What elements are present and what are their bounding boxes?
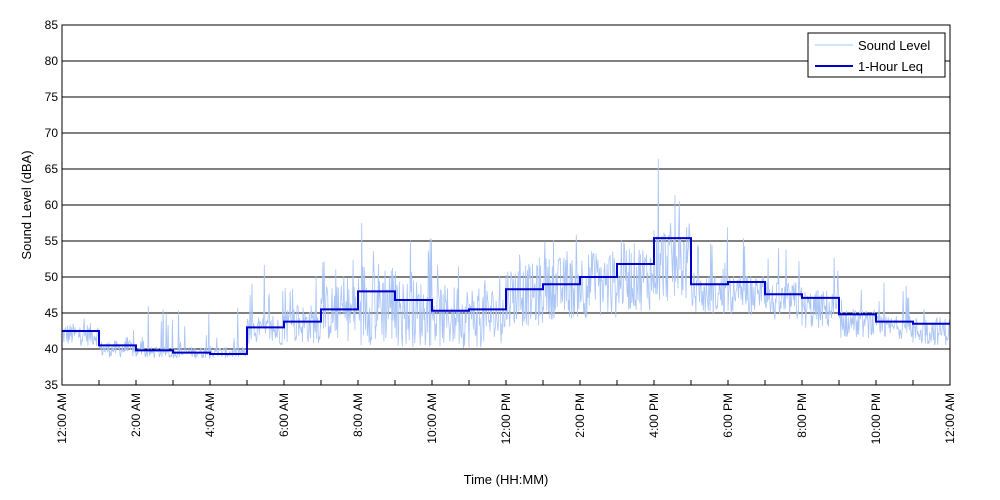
x-tick-label: 4:00 PM [647,393,661,438]
legend-entry-1-hour-leq: 1-Hour Leq [858,59,923,74]
x-tick-label: 12:00 AM [55,393,69,444]
y-tick-label: 40 [45,342,59,356]
y-tick-label: 50 [45,270,59,284]
x-tick-label: 8:00 AM [351,393,365,437]
y-tick-label: 70 [45,126,59,140]
legend: Sound Level 1-Hour Leq [807,32,946,78]
x-tick-label: 2:00 AM [129,393,143,437]
x-tick-label: 12:00 PM [499,393,513,444]
legend-entry-sound-level: Sound Level [858,38,930,53]
y-tick-label: 75 [45,90,59,104]
y-tick-label: 65 [45,162,59,176]
x-axis-ticks: 12:00 AM 2:00 AM 4:00 AM 6:00 AM 8:00 AM 10:0… [55,380,957,444]
y-axis-ticks: 35 40 45 50 55 60 65 70 75 80 85 [45,18,67,392]
y-tick-label: 55 [45,234,59,248]
y-tick-label: 80 [45,54,59,68]
leq-step-line [62,237,950,355]
series-1-hour-leq [62,237,950,355]
x-tick-label: 10:00 AM [425,393,439,444]
y-tick-label: 85 [45,18,59,32]
y-tick-label: 35 [45,378,59,392]
x-axis-title: Time (HH:MM) [464,472,549,487]
y-tick-label: 45 [45,306,59,320]
x-tick-label: 6:00 AM [277,393,291,437]
x-tick-label: 4:00 AM [203,393,217,437]
x-tick-label: 10:00 PM [869,393,883,444]
y-tick-label: 60 [45,198,59,212]
x-tick-label: 6:00 PM [721,393,735,438]
y-axis-title: Sound Level (dBA) [19,150,34,259]
x-tick-label: 8:00 PM [795,393,809,438]
legend-box [807,32,946,78]
x-tick-label: 2:00 PM [573,393,587,438]
x-tick-label: 12:00 AM [943,393,957,444]
